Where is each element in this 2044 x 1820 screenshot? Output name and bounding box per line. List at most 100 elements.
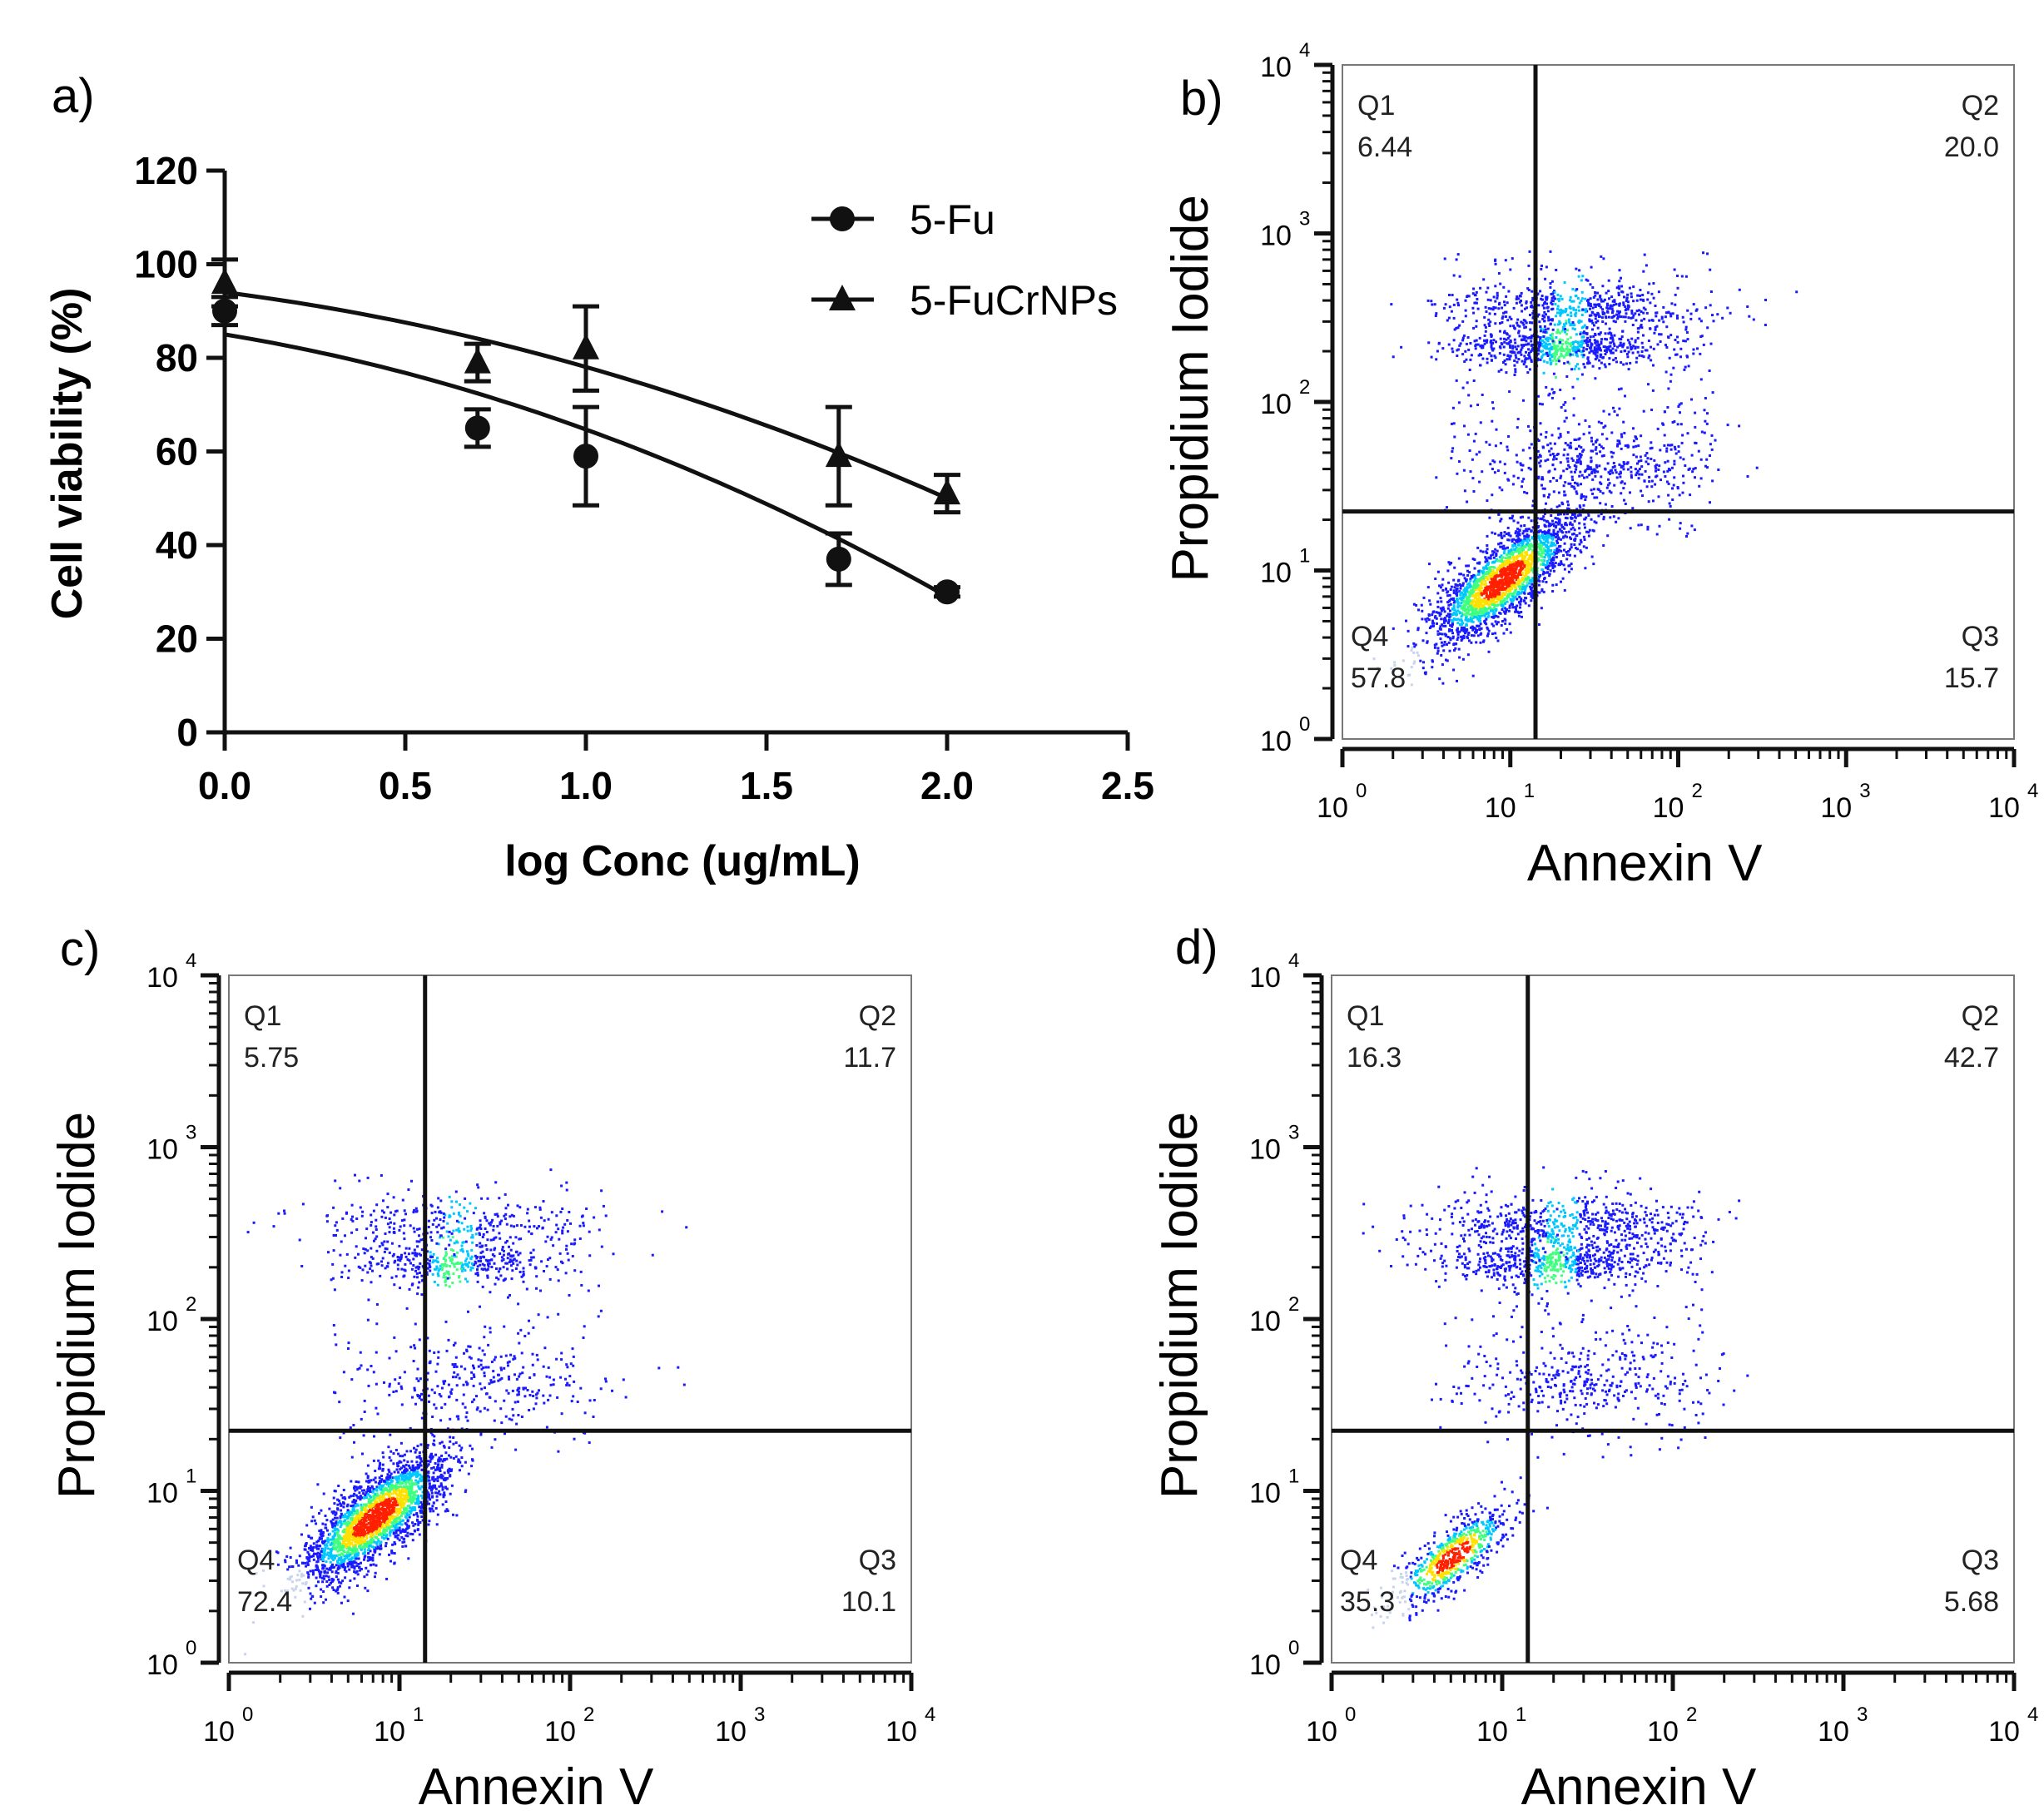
event-dot xyxy=(345,1543,349,1546)
event-dot xyxy=(1520,320,1523,324)
event-dot xyxy=(1595,440,1598,443)
event-dot xyxy=(1470,604,1472,607)
event-dot xyxy=(1565,341,1569,345)
event-dot xyxy=(1626,355,1630,359)
event-dot xyxy=(1498,352,1501,355)
event-dot xyxy=(1484,598,1487,602)
event-dot xyxy=(1647,383,1650,386)
event-dot xyxy=(1516,351,1520,355)
event-dot xyxy=(1463,629,1466,632)
event-dot xyxy=(1620,315,1623,319)
event-dot xyxy=(1647,356,1650,360)
event-dot xyxy=(1595,439,1599,442)
event-dot xyxy=(1530,304,1533,307)
event-dot xyxy=(286,1577,290,1580)
event-dot xyxy=(1426,586,1430,589)
event-dot xyxy=(1692,303,1695,306)
event-dot xyxy=(1602,544,1605,547)
event-dot xyxy=(295,1559,298,1562)
event-dot xyxy=(1514,595,1517,598)
event-dot xyxy=(1551,565,1555,568)
event-dot xyxy=(1469,608,1472,612)
event-dot xyxy=(1609,304,1612,307)
event-dot xyxy=(1520,464,1523,467)
event-dot xyxy=(1575,350,1578,354)
quadrant-value-Q1: 6.44 xyxy=(1357,131,1412,163)
event-dot xyxy=(1544,549,1547,553)
event-dot xyxy=(354,1553,357,1556)
event-dot xyxy=(1531,305,1534,309)
event-dot xyxy=(1486,615,1490,618)
event-dot xyxy=(1462,334,1466,337)
event-dot xyxy=(1523,490,1526,493)
event-dot xyxy=(1540,588,1544,591)
event-dot xyxy=(1579,332,1582,335)
event-dot xyxy=(1590,436,1593,439)
event-dot xyxy=(1530,599,1533,603)
event-dot xyxy=(1607,290,1610,293)
event-dot xyxy=(1488,581,1491,584)
event-dot xyxy=(1543,518,1546,522)
event-dot xyxy=(1451,625,1454,628)
event-dot xyxy=(452,1442,455,1446)
event-dot xyxy=(1527,424,1530,428)
event-dot xyxy=(1706,466,1709,469)
event-dot xyxy=(1585,468,1589,471)
event-dot xyxy=(1565,551,1568,553)
event-dot xyxy=(1419,659,1422,662)
event-dot xyxy=(1669,469,1671,472)
event-dot xyxy=(1476,591,1480,594)
event-dot xyxy=(1507,596,1511,598)
event-dot xyxy=(1498,578,1501,582)
event-dot xyxy=(1522,591,1526,594)
event-dot xyxy=(1377,667,1379,670)
event-dot xyxy=(1481,579,1485,583)
event-dot xyxy=(1456,609,1460,612)
event-dot xyxy=(1517,531,1520,534)
event-dot xyxy=(1570,311,1573,315)
event-dot xyxy=(1669,334,1673,337)
event-dot xyxy=(1467,605,1471,608)
event-dot xyxy=(1421,609,1424,612)
event-dot xyxy=(1613,334,1616,337)
event-dot xyxy=(1569,336,1572,340)
event-dot xyxy=(1650,446,1654,449)
event-dot xyxy=(1528,336,1531,339)
event-dot xyxy=(1642,409,1645,413)
event-dot xyxy=(1511,514,1515,518)
event-dot xyxy=(1545,313,1547,316)
event-dot xyxy=(1485,340,1488,344)
event-dot xyxy=(1519,606,1521,609)
event-dot xyxy=(1558,309,1561,312)
event-dot xyxy=(1682,481,1685,484)
event-dot xyxy=(1578,474,1581,478)
event-dot xyxy=(1502,567,1506,570)
event-dot xyxy=(1462,634,1466,637)
event-dot xyxy=(1506,354,1510,357)
event-dot xyxy=(1472,604,1475,607)
event-dot xyxy=(1458,618,1461,622)
event-dot xyxy=(1521,578,1524,581)
event-dot xyxy=(1610,307,1614,310)
event-dot xyxy=(1508,561,1511,564)
event-dot xyxy=(1494,620,1497,623)
event-dot xyxy=(310,1597,313,1600)
event-dot xyxy=(1570,475,1574,479)
event-dot xyxy=(441,1488,444,1491)
event-dot xyxy=(1475,628,1477,632)
event-dot xyxy=(1595,350,1597,353)
event-dot xyxy=(1656,343,1660,346)
event-dot xyxy=(1451,607,1455,611)
event-dot xyxy=(1558,322,1561,325)
event-dot xyxy=(1516,426,1519,429)
event-dot xyxy=(1711,314,1714,317)
event-dot xyxy=(1492,598,1495,602)
event-dot xyxy=(1490,335,1493,338)
event-dot xyxy=(1596,340,1599,344)
event-dot xyxy=(1679,527,1682,530)
event-dot xyxy=(1456,636,1460,639)
event-dot xyxy=(1442,607,1446,611)
event-dot xyxy=(1488,325,1491,327)
event-dot xyxy=(1496,591,1500,593)
event-dot xyxy=(1636,327,1640,330)
